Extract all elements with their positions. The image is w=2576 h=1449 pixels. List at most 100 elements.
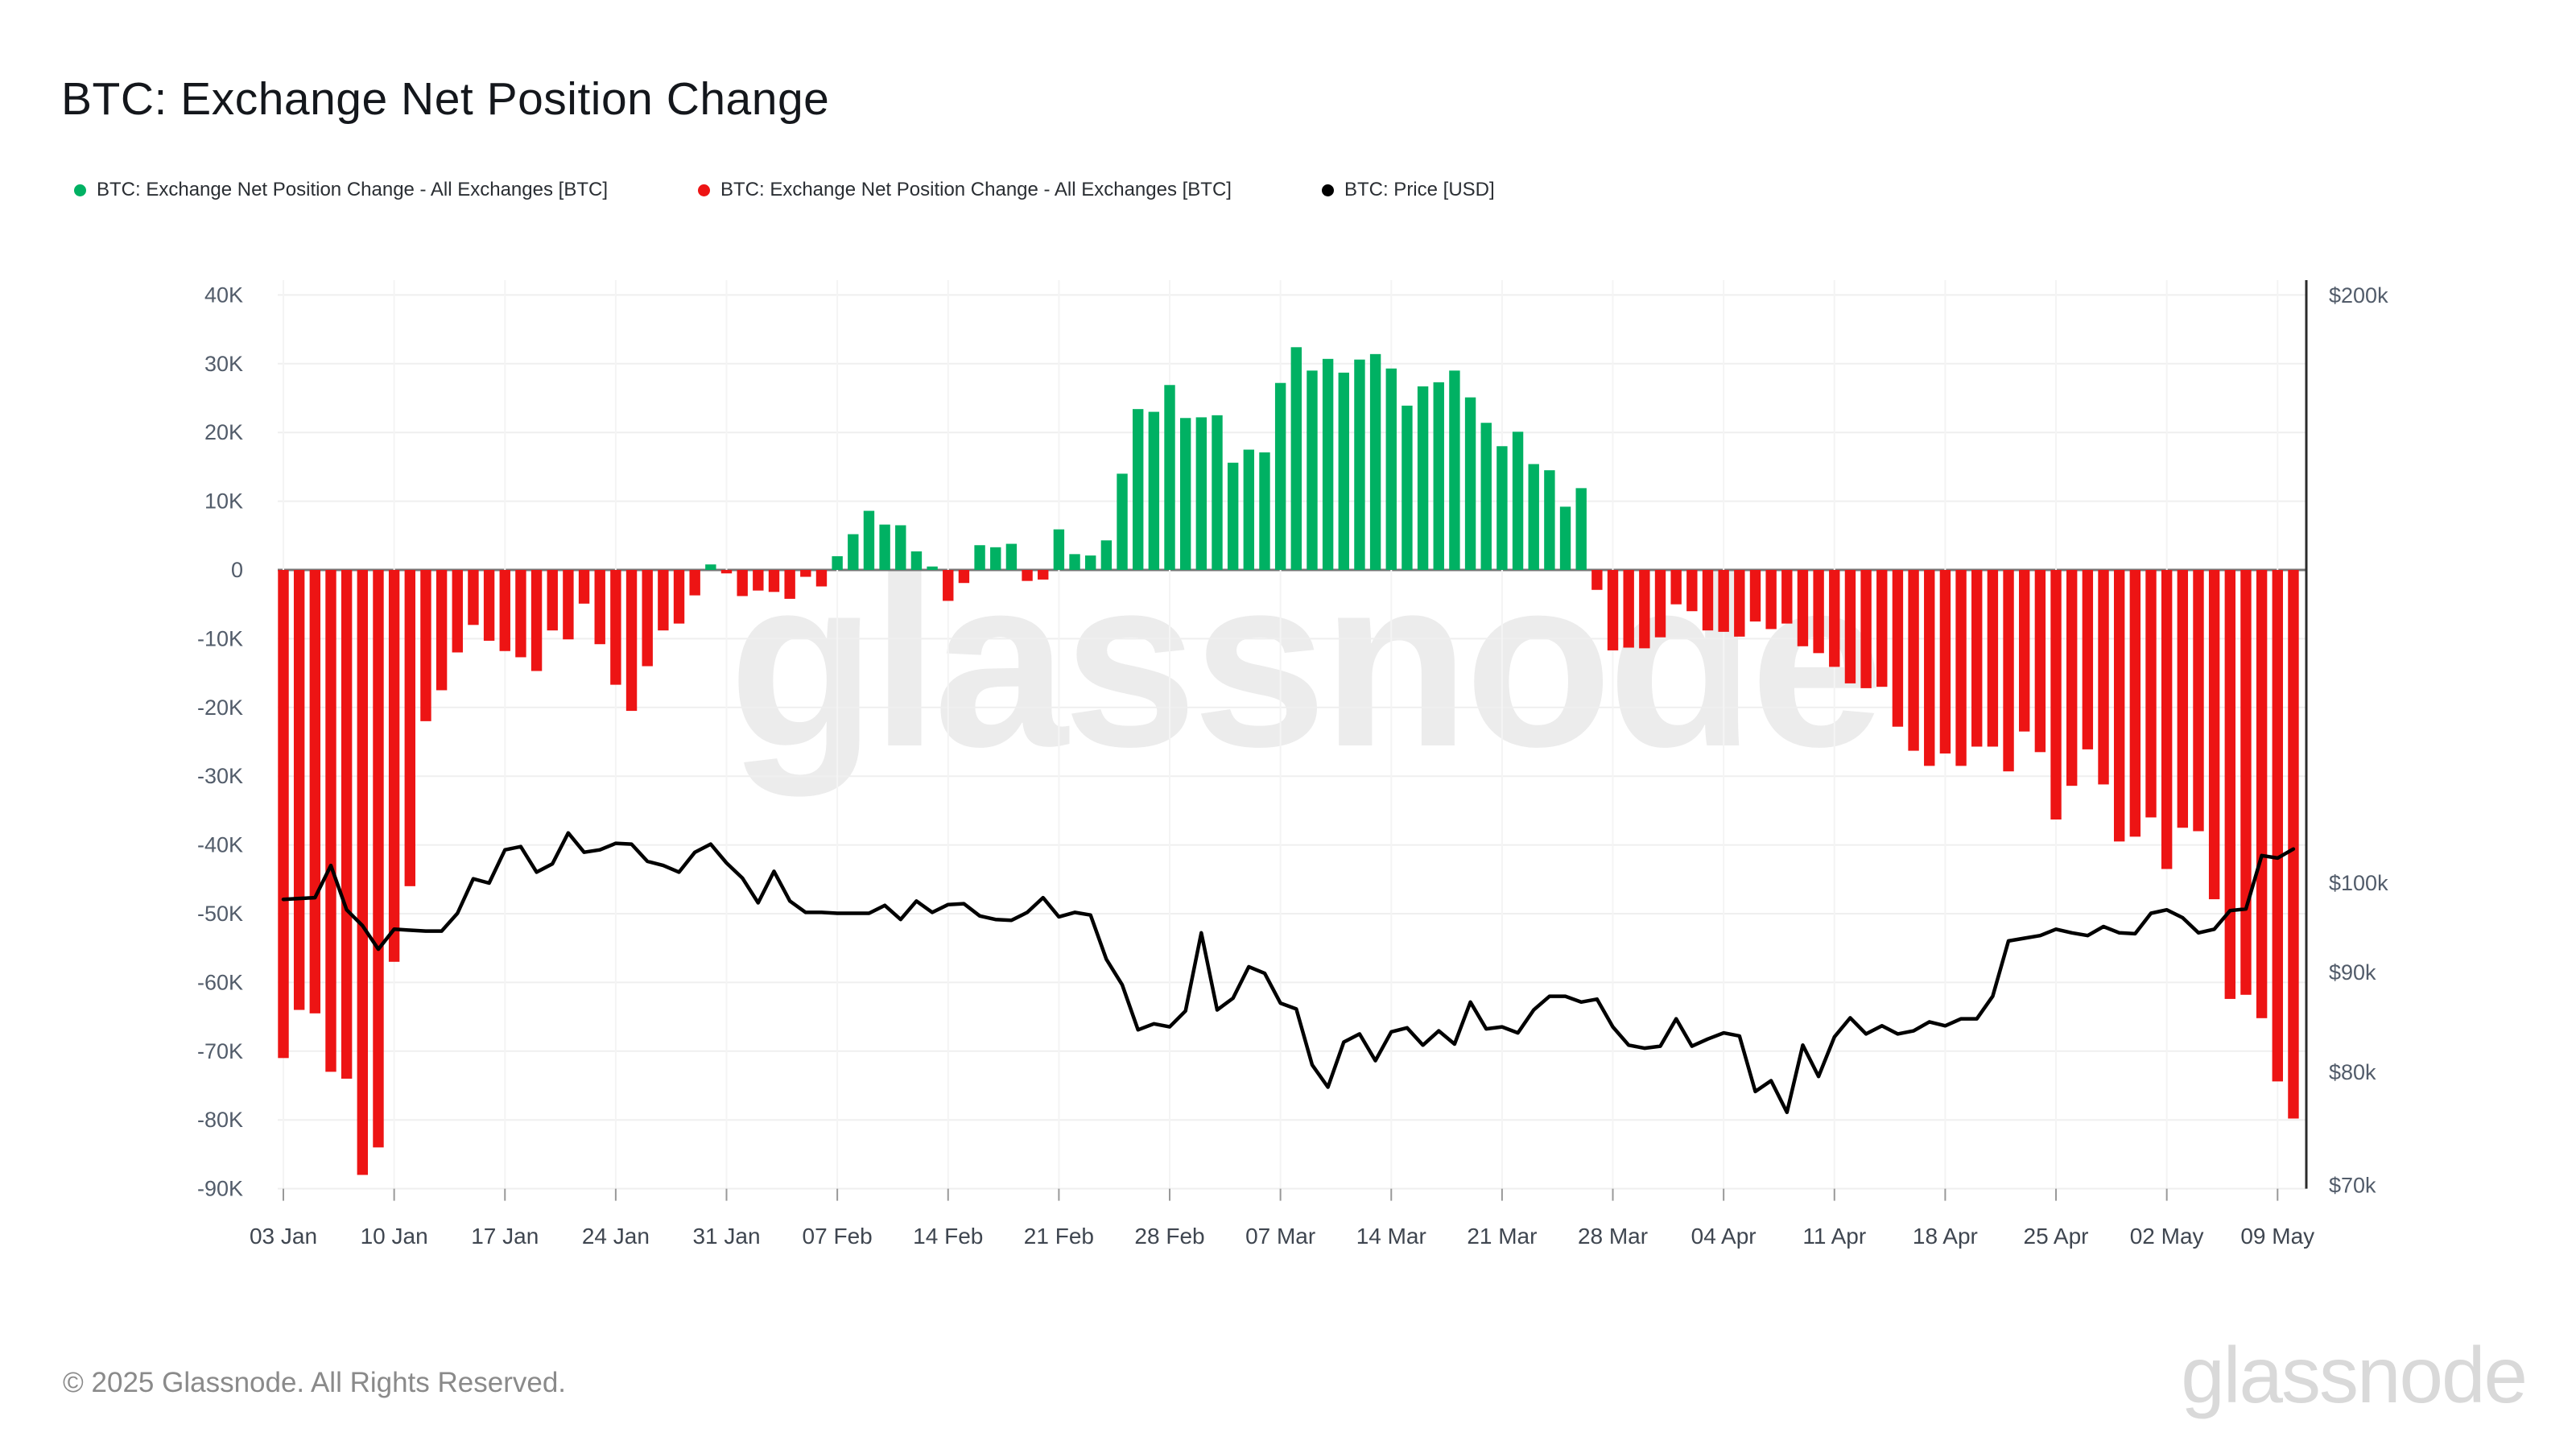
net-position-bar[interactable] (832, 555, 843, 570)
net-position-bar[interactable] (1797, 570, 1809, 646)
net-position-bar[interactable] (2066, 570, 2078, 786)
net-position-bar[interactable] (2098, 570, 2109, 785)
net-position-bar[interactable] (1971, 570, 1983, 747)
net-position-bar[interactable] (1718, 570, 1729, 632)
net-position-bar[interactable] (1290, 347, 1302, 570)
net-position-bar[interactable] (1670, 570, 1682, 605)
net-position-bar[interactable] (1243, 449, 1255, 570)
net-position-bar[interactable] (1132, 409, 1144, 570)
net-position-bar[interactable] (1227, 462, 1239, 570)
net-position-bar[interactable] (1274, 382, 1286, 570)
net-position-bar[interactable] (1955, 570, 1967, 766)
net-position-bar[interactable] (1179, 418, 1191, 570)
net-position-bar[interactable] (1259, 452, 1270, 570)
net-position-bar[interactable] (483, 570, 495, 641)
net-position-bar[interactable] (2050, 570, 2062, 820)
net-position-bar[interactable] (610, 570, 621, 685)
net-position-bar[interactable] (1322, 358, 1334, 570)
net-position-bar[interactable] (1212, 415, 1223, 570)
net-position-bar[interactable] (720, 570, 733, 574)
net-position-bar[interactable] (1338, 372, 1349, 570)
net-position-bar[interactable] (2161, 570, 2173, 869)
net-position-bar[interactable] (1844, 570, 1856, 683)
net-position-bar[interactable] (1480, 423, 1492, 570)
net-position-bar[interactable] (515, 570, 526, 658)
net-position-bar[interactable] (1085, 555, 1096, 570)
net-position-bar[interactable] (642, 570, 653, 667)
legend-item-netflow-positive[interactable]: BTC: Exchange Net Position Change - All … (74, 179, 608, 201)
net-position-bar[interactable] (1892, 570, 1904, 727)
net-position-bar[interactable] (468, 570, 479, 625)
net-position-bar[interactable] (452, 570, 463, 653)
net-position-bar[interactable] (293, 570, 305, 1010)
net-position-bar[interactable] (1829, 570, 1840, 667)
net-position-bar[interactable] (910, 551, 923, 570)
net-position-bar[interactable] (1860, 570, 1872, 688)
net-position-bar[interactable] (1369, 353, 1381, 570)
net-position-bar[interactable] (753, 570, 764, 591)
net-position-bar[interactable] (1939, 570, 1951, 754)
net-position-bar[interactable] (1528, 464, 1539, 570)
net-position-bar[interactable] (547, 570, 558, 631)
net-position-bar[interactable] (309, 570, 321, 1013)
net-position-bar[interactable] (594, 570, 605, 645)
net-position-bar[interactable] (1354, 359, 1365, 570)
net-position-bar[interactable] (689, 570, 700, 596)
net-position-bar[interactable] (927, 566, 938, 570)
net-position-bar[interactable] (879, 524, 890, 570)
net-position-bar[interactable] (1813, 570, 1824, 654)
net-position-bar[interactable] (2224, 570, 2236, 999)
price-line[interactable] (281, 831, 2296, 1115)
net-position-bar[interactable] (357, 570, 369, 1175)
net-position-bar[interactable] (404, 570, 415, 886)
net-position-bar[interactable] (1654, 570, 1666, 638)
net-position-bar[interactable] (2177, 570, 2189, 828)
net-position-bar[interactable] (673, 570, 685, 624)
net-position-bar[interactable] (705, 564, 716, 570)
net-position-bar[interactable] (2208, 570, 2220, 900)
net-position-bar[interactable] (2082, 570, 2094, 749)
net-position-bar[interactable] (1908, 570, 1919, 751)
net-position-bar[interactable] (373, 570, 384, 1148)
net-position-bar[interactable] (2129, 570, 2141, 837)
net-position-bar[interactable] (2240, 570, 2252, 995)
net-position-bar[interactable] (863, 510, 875, 570)
net-position-bar[interactable] (1038, 570, 1049, 580)
net-position-bar[interactable] (2288, 570, 2299, 1119)
net-position-bar[interactable] (1987, 570, 1999, 747)
net-position-bar[interactable] (388, 570, 400, 962)
net-position-bar[interactable] (1686, 570, 1698, 612)
net-position-bar[interactable] (2019, 570, 2030, 732)
net-position-bar[interactable] (1544, 470, 1555, 570)
net-position-bar[interactable] (1734, 570, 1745, 637)
net-position-bar[interactable] (499, 570, 510, 651)
net-position-bar[interactable] (1053, 529, 1065, 570)
net-position-bar[interactable] (1100, 540, 1113, 570)
net-position-bar[interactable] (815, 570, 828, 587)
net-position-bar[interactable] (768, 570, 780, 592)
net-position-bar[interactable] (1765, 570, 1777, 630)
net-position-bar[interactable] (578, 570, 590, 604)
net-position-bar[interactable] (1781, 570, 1793, 624)
net-position-bar[interactable] (1195, 417, 1208, 570)
net-position-bar[interactable] (1512, 431, 1524, 570)
net-position-bar[interactable] (325, 570, 336, 1072)
net-position-bar[interactable] (1433, 382, 1444, 570)
net-position-bar[interactable] (436, 570, 448, 691)
net-position-bar[interactable] (1307, 370, 1318, 570)
net-position-bar[interactable] (1464, 397, 1476, 570)
net-position-bar[interactable] (1148, 411, 1160, 570)
net-position-bar[interactable] (1702, 570, 1714, 631)
net-position-bar[interactable] (784, 570, 795, 599)
net-position-bar[interactable] (1022, 570, 1033, 581)
net-position-bar[interactable] (943, 570, 954, 601)
net-position-bar[interactable] (958, 570, 970, 584)
net-position-bar[interactable] (1449, 370, 1460, 570)
net-position-bar[interactable] (1924, 570, 1935, 766)
net-position-bar[interactable] (800, 570, 811, 577)
net-position-bar[interactable] (1117, 473, 1128, 570)
net-position-bar[interactable] (1496, 446, 1508, 570)
net-position-bar[interactable] (1876, 570, 1888, 687)
net-position-bar[interactable] (1639, 570, 1650, 649)
net-position-bar[interactable] (2145, 570, 2157, 818)
